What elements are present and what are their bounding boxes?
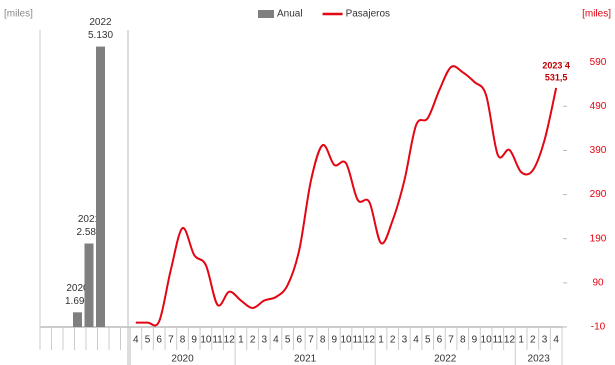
x-tick-label: 11 xyxy=(212,335,223,346)
bar-value-label: 2.581 xyxy=(76,227,101,238)
x-tick-label: 3 xyxy=(261,335,267,346)
x-tick-label: 2 xyxy=(250,335,256,346)
x-tick-label: 9 xyxy=(191,335,197,346)
annotation-text: 2023 4 xyxy=(542,60,570,70)
y-tick-label: 90 xyxy=(592,277,604,288)
y-tick-label: 290 xyxy=(590,189,607,200)
annotation-value: 531,5 xyxy=(545,72,568,82)
y-tick-label: 390 xyxy=(590,145,607,156)
x-tick-label: 4 xyxy=(413,335,419,346)
bar xyxy=(84,243,94,327)
bar-value-label: 1.690 xyxy=(65,296,90,307)
x-tick-label: 3 xyxy=(402,335,408,346)
legend-swatch xyxy=(258,10,274,18)
legend-label: Anual xyxy=(277,9,303,20)
bar-category-label: 2021 xyxy=(78,214,101,225)
x-tick-label: 8 xyxy=(320,335,326,346)
bar-category-label: 2022 xyxy=(89,17,112,28)
x-tick-label: 5 xyxy=(285,335,291,346)
x-tick-label: 4 xyxy=(553,335,559,346)
x-group-label: 2023 xyxy=(528,354,551,365)
x-tick-label: 10 xyxy=(340,335,352,346)
x-tick-label: 1 xyxy=(378,335,384,346)
x-tick-label: 4 xyxy=(133,335,139,346)
x-tick-label: 12 xyxy=(364,335,376,346)
y-tick-label: 590 xyxy=(590,57,607,68)
x-tick-label: 7 xyxy=(168,335,174,346)
x-tick-label: 8 xyxy=(180,335,186,346)
x-group-label: 2021 xyxy=(294,354,317,365)
x-tick-label: 6 xyxy=(437,335,443,346)
x-tick-label: 1 xyxy=(238,335,244,346)
x-tick-label: 9 xyxy=(332,335,338,346)
x-tick-label: 6 xyxy=(297,335,303,346)
x-tick-label: 6 xyxy=(156,335,162,346)
x-tick-label: 11 xyxy=(352,335,363,346)
y-tick-label: 490 xyxy=(590,101,607,112)
bar-value-label: 5.130 xyxy=(88,30,113,41)
x-tick-label: 12 xyxy=(224,335,236,346)
right-axis-label: [miles] xyxy=(582,9,611,20)
line xyxy=(135,65,558,327)
y-tick-label: -10 xyxy=(591,322,606,333)
bar xyxy=(96,46,105,328)
x-tick-label: 7 xyxy=(308,335,314,346)
bar-category-label: 2020 xyxy=(66,283,89,294)
x-tick-label: 10 xyxy=(481,335,493,346)
x-tick-label: 4 xyxy=(273,335,279,346)
x-tick-label: 2 xyxy=(390,335,396,346)
x-group-label: 2022 xyxy=(434,354,457,365)
x-tick-label: 5 xyxy=(145,335,151,346)
x-tick-label: 8 xyxy=(460,335,466,346)
x-group-label: 2020 xyxy=(171,354,194,365)
x-tick-label: 12 xyxy=(504,335,516,346)
x-tick-label: 5 xyxy=(425,335,431,346)
x-tick-label: 10 xyxy=(200,335,212,346)
y-tick-label: 190 xyxy=(590,233,607,244)
left-axis-label: [miles] xyxy=(4,9,33,20)
x-tick-label: 2 xyxy=(530,335,536,346)
x-tick-label: 11 xyxy=(493,335,504,346)
x-tick-label: 7 xyxy=(448,335,454,346)
x-tick-label: 1 xyxy=(518,335,524,346)
bar xyxy=(73,312,82,327)
x-tick-label: 9 xyxy=(472,335,478,346)
legend-label: Pasajeros xyxy=(346,9,390,20)
x-tick-label: 3 xyxy=(542,335,548,346)
